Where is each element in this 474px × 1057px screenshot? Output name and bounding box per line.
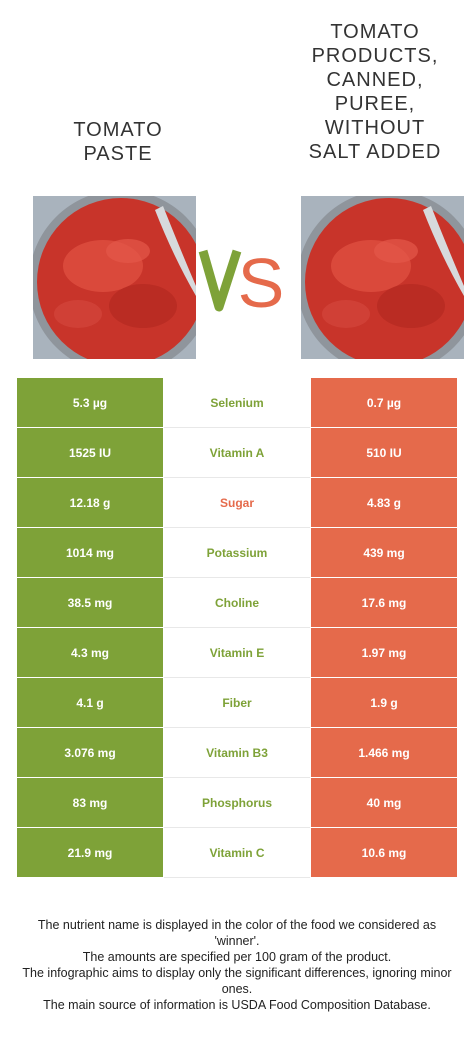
right-value: 1.9 g: [311, 677, 457, 728]
nutrient-name: Vitamin A: [164, 427, 310, 478]
footer-note-winner: The nutrient name is displayed in the co…: [37, 918, 437, 948]
right-value: 10.6 mg: [311, 827, 457, 878]
footer-note-amounts: The amounts are specified per 100 gram o…: [82, 950, 392, 964]
row-spacer: [163, 427, 164, 478]
vs-graphic: S: [198, 244, 285, 322]
left-value: 1525 IU: [17, 427, 163, 478]
row-spacer: [310, 577, 311, 628]
row-spacer: [163, 777, 164, 828]
left-value: 12.18 g: [17, 477, 163, 528]
row-spacer: [310, 777, 311, 828]
nutrient-name: Phosphorus: [164, 777, 310, 828]
row-spacer: [163, 577, 164, 628]
nutrient-row: 21.9 mg Vitamin C 10.6 mg: [17, 827, 457, 878]
row-spacer: [310, 827, 311, 878]
left-value: 21.9 mg: [17, 827, 163, 878]
row-spacer: [163, 727, 164, 778]
row-spacer: [310, 677, 311, 728]
row-spacer: [163, 627, 164, 678]
vs-s-letter: S: [238, 244, 285, 322]
row-spacer: [163, 677, 164, 728]
row-spacer: [163, 378, 164, 428]
nutrient-row: 38.5 mg Choline 17.6 mg: [17, 577, 457, 628]
nutrient-name: Vitamin E: [164, 627, 310, 678]
nutrient-name: Potassium: [164, 527, 310, 578]
nutrient-name: Choline: [164, 577, 310, 628]
row-spacer: [310, 627, 311, 678]
nutrient-row: 4.3 mg Vitamin E 1.97 mg: [17, 627, 457, 678]
nutrient-comparison-table: 5.3 µg Selenium 0.7 µg 1525 IU Vitamin A 510 …: [17, 378, 457, 878]
right-value: 439 mg: [311, 527, 457, 578]
nutrient-row: 83 mg Phosphorus 40 mg: [17, 777, 457, 828]
nutrient-row: 12.18 g Sugar 4.83 g: [17, 477, 457, 528]
row-spacer: [163, 827, 164, 878]
nutrient-name: Fiber: [164, 677, 310, 728]
right-value: 510 IU: [311, 427, 457, 478]
nutrient-row: 3.076 mg Vitamin B3 1.466 mg: [17, 727, 457, 778]
left-value: 83 mg: [17, 777, 163, 828]
left-value: 4.1 g: [17, 677, 163, 728]
row-spacer: [163, 477, 164, 528]
nutrient-name: Vitamin B3: [164, 727, 310, 778]
footer-note-aim: The infographic aims to display only the…: [22, 966, 452, 996]
right-value: 1.466 mg: [311, 727, 457, 778]
row-spacer: [310, 477, 311, 528]
nutrient-row: 1525 IU Vitamin A 510 IU: [17, 427, 457, 478]
row-spacer: [310, 427, 311, 478]
row-spacer: [310, 378, 311, 428]
row-spacer: [163, 527, 164, 578]
tomato-paste-bowl-image: [33, 196, 196, 359]
right-value: 1.97 mg: [311, 627, 457, 678]
left-value: 3.076 mg: [17, 727, 163, 778]
nutrient-name: Selenium: [164, 378, 310, 428]
left-food-title: TOMATO PASTE: [73, 119, 163, 165]
left-value: 1014 mg: [17, 527, 163, 578]
row-spacer: [310, 727, 311, 778]
left-value: 38.5 mg: [17, 577, 163, 628]
tomato-puree-bowl-image: [301, 196, 464, 359]
left-value: 5.3 µg: [17, 378, 163, 428]
right-value: 17.6 mg: [311, 577, 457, 628]
footer-note-source: The main source of information is USDA F…: [43, 998, 431, 1012]
right-value: 0.7 µg: [311, 378, 457, 428]
right-food-title: TOMATO PRODUCTS, CANNED, PUREE, WITHOUT …: [308, 21, 442, 163]
nutrient-name: Sugar: [164, 477, 310, 528]
nutrient-row: 1014 mg Potassium 439 mg: [17, 527, 457, 578]
nutrient-row: 5.3 µg Selenium 0.7 µg: [17, 378, 457, 428]
footer-notes: The nutrient name is displayed in the co…: [20, 917, 454, 1013]
right-value: 4.83 g: [311, 477, 457, 528]
row-spacer: [310, 527, 311, 578]
left-value: 4.3 mg: [17, 627, 163, 678]
nutrient-name: Vitamin C: [164, 827, 310, 878]
right-value: 40 mg: [311, 777, 457, 828]
nutrient-row: 4.1 g Fiber 1.9 g: [17, 677, 457, 728]
